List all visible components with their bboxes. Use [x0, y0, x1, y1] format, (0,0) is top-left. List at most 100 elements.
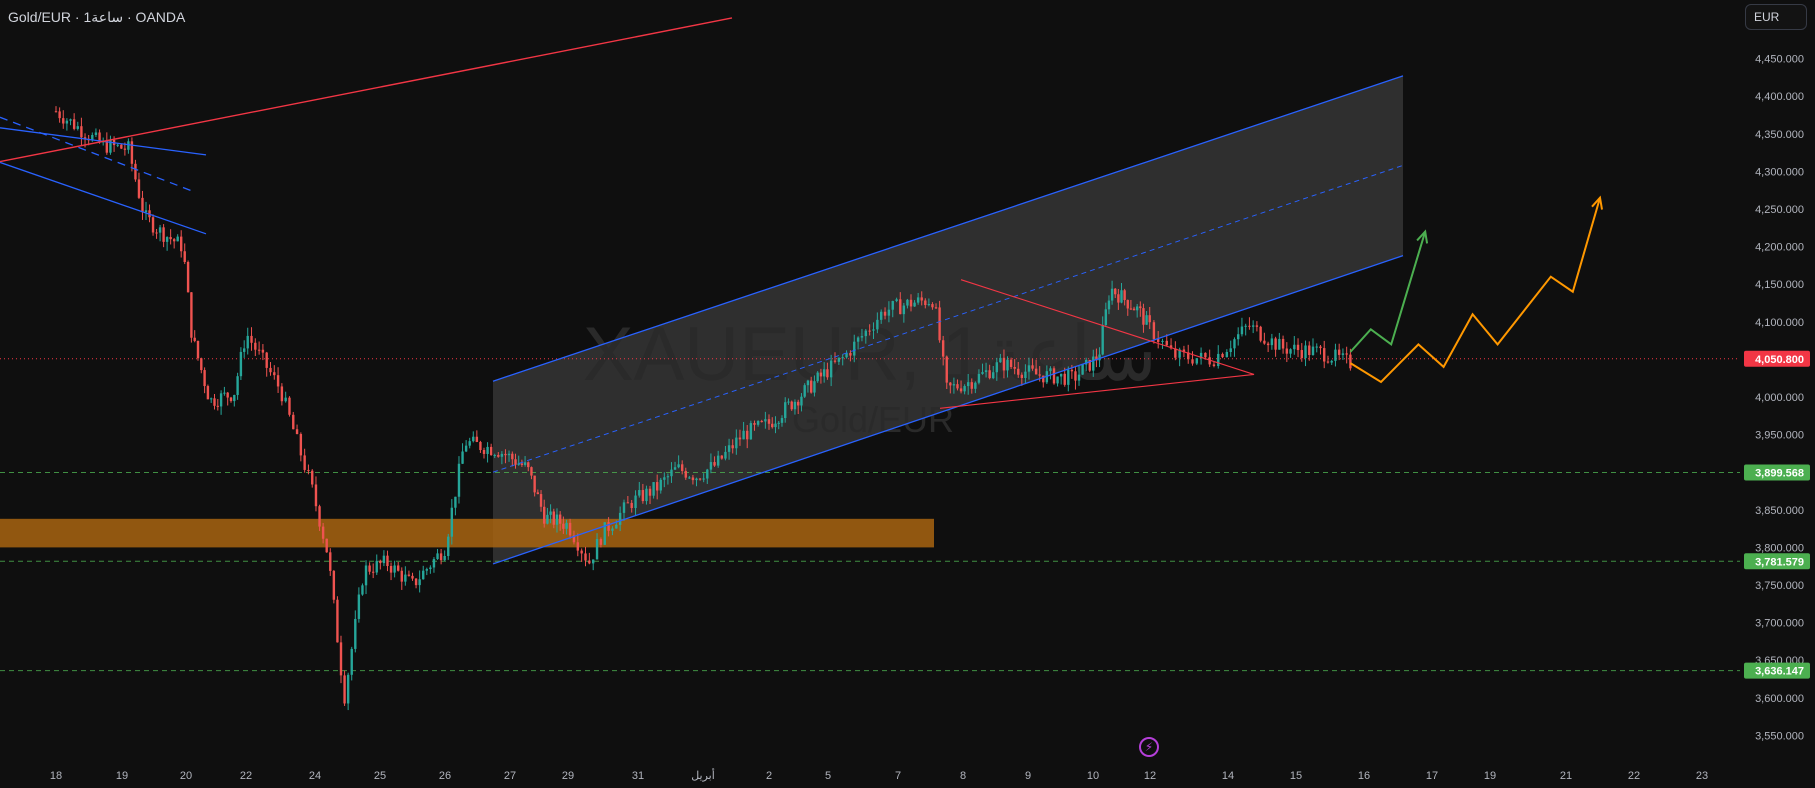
time-tick-label: 2 — [766, 770, 772, 782]
candle-body — [497, 455, 500, 457]
candle-body — [1120, 290, 1123, 303]
candle-body — [1244, 325, 1247, 327]
candle-body — [720, 455, 724, 459]
time-tick-label: 5 — [825, 770, 831, 782]
candle-body — [109, 139, 112, 153]
candle-body — [677, 464, 680, 468]
candle-body — [511, 453, 514, 460]
candle-body — [269, 367, 272, 373]
price-tick-label: 3,600.000 — [1755, 693, 1804, 705]
candle-body — [959, 388, 963, 392]
candle-body — [432, 559, 436, 568]
candle-body — [1191, 359, 1194, 364]
candle-body — [1084, 359, 1088, 365]
candle-body — [1049, 368, 1052, 372]
price-scale-bg[interactable] — [1740, 0, 1815, 788]
level-price-tag-label: 3,781.579 — [1755, 556, 1804, 568]
green-projection-arrow[interactable] — [1349, 231, 1427, 353]
candle-body — [219, 393, 223, 407]
candle-body — [1067, 369, 1070, 385]
time-tick-label: 18 — [50, 770, 62, 782]
lightning-icon[interactable]: ⚡ — [1139, 737, 1159, 757]
candle-body — [397, 565, 400, 571]
candle-body — [1165, 340, 1168, 346]
candle-body — [1296, 344, 1300, 351]
candle-body — [386, 555, 389, 567]
candle-body — [742, 430, 745, 440]
channel-lower-line[interactable] — [492, 255, 1404, 565]
candle-body — [1107, 300, 1111, 310]
triangle-pattern[interactable] — [939, 279, 1255, 409]
symbol-title[interactable]: Gold/EUR · 1ساعة · OANDA — [8, 9, 186, 25]
green-projection-arrow-head — [1416, 229, 1429, 244]
candle-body — [909, 299, 913, 307]
candle-body — [254, 342, 257, 350]
candle-body — [94, 132, 98, 135]
candle-body — [797, 401, 800, 406]
channel-upper-line[interactable] — [492, 75, 1404, 382]
desc-channel-mid-line[interactable] — [0, 116, 197, 194]
candle-body — [800, 396, 803, 406]
candle-body — [1330, 360, 1333, 363]
time-scale: 18 19 20 22 24 25 26 27 29 31 أبريل 2 5 7 8 9 10 12 14 15 16… — [0, 764, 1740, 788]
candle-body — [98, 132, 101, 143]
demand-zone — [0, 518, 934, 548]
candle-body — [992, 372, 995, 379]
time-tick-label: أبريل — [691, 768, 715, 782]
candle-body — [116, 144, 119, 146]
candle-body — [229, 397, 233, 402]
candle-body — [1208, 357, 1211, 365]
candle-body — [1038, 374, 1041, 376]
candle-body — [756, 421, 760, 425]
candle-body — [1152, 322, 1156, 339]
candle-body — [1178, 349, 1181, 358]
candle-body — [558, 514, 562, 524]
candle-body — [329, 552, 332, 571]
candle-body — [123, 148, 127, 150]
candle-body — [1212, 364, 1216, 366]
candle-body — [673, 467, 677, 470]
candle-body — [400, 570, 403, 582]
candle-body — [1031, 365, 1034, 369]
candle-body — [634, 495, 637, 509]
candle-body — [622, 502, 626, 513]
candle-body — [688, 477, 691, 479]
time-scale-bg[interactable] — [0, 764, 1740, 788]
candle-body — [514, 459, 517, 465]
candle-body — [902, 305, 906, 315]
candle-body — [1300, 350, 1303, 359]
candle-body — [974, 382, 977, 389]
time-tick-label: 19 — [116, 770, 128, 782]
candle-body — [793, 401, 797, 410]
candle-body — [724, 451, 727, 459]
candle-body — [670, 469, 673, 477]
orange-projection-arrow[interactable] — [1349, 197, 1601, 384]
candle-body — [1341, 353, 1345, 355]
candle-body — [1042, 375, 1045, 383]
candle-body — [1139, 306, 1142, 309]
candle-body — [1204, 352, 1207, 358]
candle-body — [1323, 348, 1326, 362]
time-tick-label: 27 — [504, 770, 516, 782]
candle-body — [1074, 371, 1077, 381]
channel-mid-line[interactable] — [492, 164, 1404, 473]
candle-body — [784, 402, 787, 419]
desc-channel-lower-line[interactable] — [0, 161, 207, 235]
candle-body — [952, 384, 956, 386]
red-trend-line[interactable] — [0, 17, 733, 163]
candle-body — [284, 397, 287, 402]
time-tick-label: 20 — [180, 770, 192, 782]
candle-body — [681, 464, 684, 471]
candle-body — [1311, 346, 1315, 355]
candle-body — [91, 134, 94, 141]
candle-body — [1034, 368, 1038, 375]
time-tick-label: 8 — [960, 770, 966, 782]
candle-body — [572, 535, 576, 543]
candle-body — [1187, 352, 1190, 360]
time-tick-label: 9 — [1025, 770, 1031, 782]
candle-body — [1319, 346, 1322, 349]
candle-body — [941, 340, 945, 357]
price-tick-label: 3,800.000 — [1755, 542, 1804, 554]
currency-button[interactable]: EUR — [1745, 4, 1807, 30]
